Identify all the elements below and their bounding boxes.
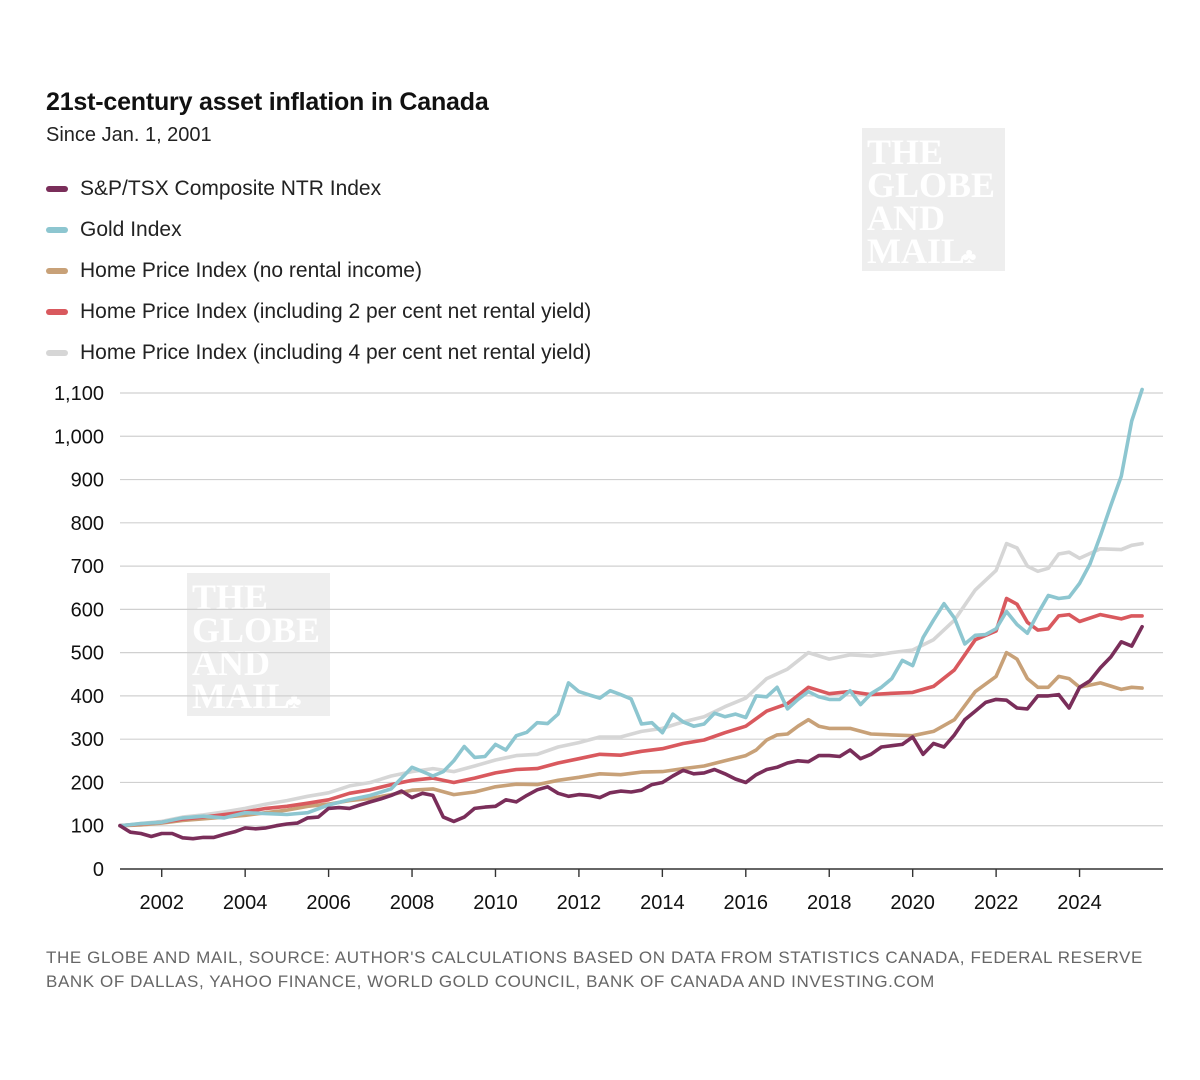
y-tick-label: 1,000 (54, 426, 104, 448)
y-tick-label: 700 (71, 556, 104, 578)
legend-label-tsx: S&P/TSX Composite NTR Index (80, 176, 382, 200)
y-tick-label: 1,100 (54, 383, 104, 405)
legend-item-gold: Gold Index (46, 209, 591, 250)
x-axis-ticks: 2002 2004 2006 2008 2010 2012 2014 2016 2018 2020… (139, 869, 1102, 914)
legend-swatch-home-2pct (46, 308, 68, 315)
watermark-box (862, 128, 1005, 271)
watermark-word: AND (192, 643, 270, 683)
line-home-no-rent (118, 650, 1144, 828)
x-tick-label: 2024 (1057, 892, 1102, 914)
x-tick-label: 2016 (724, 892, 769, 914)
legend: S&P/TSX Composite NTR Index Gold Index H… (46, 168, 591, 373)
line-tsx (118, 624, 1144, 841)
y-tick-label: 800 (71, 513, 104, 535)
y-tick-label: 300 (71, 729, 104, 751)
y-tick-label: 600 (71, 599, 104, 621)
maple-leaf-icon: ♣ (287, 688, 301, 713)
legend-label-home-no-rent: Home Price Index (no rental income) (80, 258, 422, 282)
watermark-word: GLOBE (192, 610, 320, 650)
legend-label-home-2pct: Home Price Index (including 2 per cent n… (80, 299, 592, 323)
legend-item-home-2pct: Home Price Index (including 2 per cent n… (46, 291, 591, 332)
y-tick-label: 0 (93, 859, 104, 881)
watermark-box (187, 573, 330, 716)
x-tick-label: 2020 (890, 892, 935, 914)
legend-swatch-gold (46, 226, 68, 233)
watermark-word: THE (867, 132, 943, 172)
watermark-word: MAIL (867, 231, 965, 271)
y-tick-label: 400 (71, 686, 104, 708)
legend-swatch-home-no-rent (46, 267, 68, 274)
x-tick-label: 2022 (974, 892, 1019, 914)
legend-label-home-4pct: Home Price Index (including 4 per cent n… (80, 340, 592, 364)
watermark-word: AND (867, 198, 945, 238)
x-tick-label: 2014 (640, 892, 685, 914)
y-tick-label: 200 (71, 772, 104, 794)
legend-item-tsx: S&P/TSX Composite NTR Index (46, 168, 591, 209)
source-note: THE GLOBE AND MAIL, SOURCE: AUTHOR'S CAL… (46, 948, 1143, 991)
watermark-word: THE (192, 577, 268, 617)
line-home-2pct (118, 596, 1144, 828)
chart-title: 21st-century asset inflation in Canada (46, 88, 489, 116)
y-tick-label: 900 (71, 470, 104, 492)
legend-swatch-tsx (46, 185, 68, 192)
x-tick-label: 2006 (306, 892, 351, 914)
legend-swatch-home-4pct (46, 349, 68, 356)
chart-subtitle: Since Jan. 1, 2001 (46, 124, 212, 146)
legend-label-gold: Gold Index (80, 217, 182, 241)
x-tick-label: 2004 (223, 892, 268, 914)
x-tick-label: 2008 (390, 892, 435, 914)
y-axis-ticks: 0 100 200 300 400 500 600 700 800 900 1,000 1,100 (54, 383, 104, 881)
maple-leaf-icon: ♣ (962, 243, 976, 268)
line-gold (118, 387, 1144, 828)
gridlines (120, 392, 1163, 870)
x-tick-label: 2010 (473, 892, 518, 914)
series-lines (118, 387, 1144, 841)
y-tick-label: 100 (71, 816, 104, 838)
x-tick-label: 2018 (807, 892, 852, 914)
x-tick-label: 2012 (557, 892, 602, 914)
legend-item-home-no-rent: Home Price Index (no rental income) (46, 250, 591, 291)
y-tick-label: 500 (71, 643, 104, 665)
legend-item-home-4pct: Home Price Index (including 4 per cent n… (46, 332, 591, 373)
x-tick-label: 2002 (139, 892, 184, 914)
watermark-word: GLOBE (867, 165, 995, 205)
